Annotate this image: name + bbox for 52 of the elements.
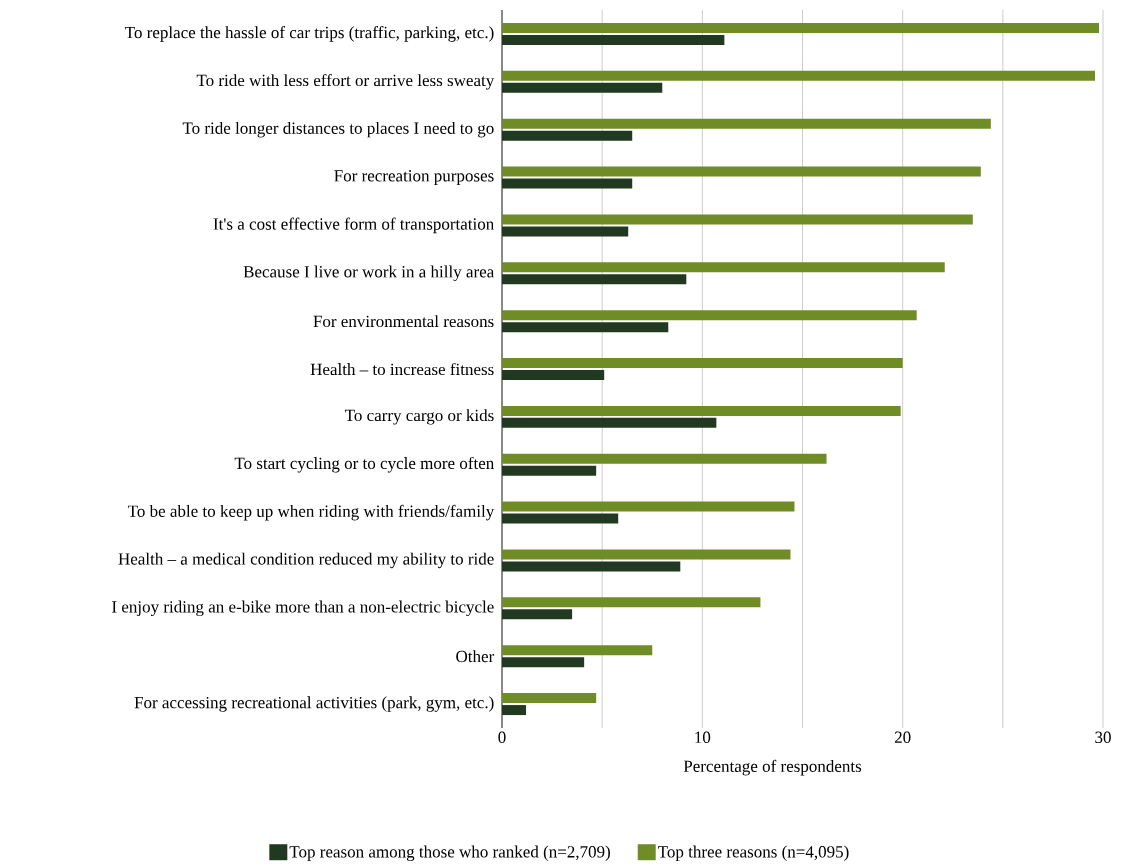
- y-tick-label: To be able to keep up when riding with friends/family: [127, 504, 495, 521]
- bar: [502, 501, 795, 512]
- bar: [502, 262, 945, 273]
- y-tick-label: To ride with less effort or arrive less sweaty: [196, 73, 495, 90]
- bar: [502, 705, 527, 716]
- bar: [502, 405, 901, 416]
- bar: [502, 453, 827, 464]
- legend-label: Top reason among those who ranked (n=2,709): [289, 845, 610, 862]
- bar: [502, 34, 725, 45]
- y-tick-label: Health – a medical condition reduced my ability to ride: [118, 552, 494, 569]
- bar: [502, 226, 629, 237]
- bar: [502, 609, 573, 620]
- y-tick-label: To carry cargo or kids: [344, 409, 494, 425]
- bar: [502, 130, 633, 141]
- bar: [502, 657, 585, 668]
- bar: [502, 70, 1095, 81]
- bar: [502, 417, 717, 428]
- x-tick-label: 30: [1095, 731, 1111, 744]
- bar: [502, 82, 663, 93]
- y-tick-label: Other: [456, 650, 495, 663]
- bar: [502, 549, 791, 560]
- y-tick-label: To start cycling or to cycle more often: [234, 456, 495, 473]
- bar: [502, 513, 619, 524]
- bar: [502, 310, 917, 321]
- y-tick-label: To replace the hassle of car trips (traffic, parking, etc.): [125, 26, 494, 42]
- y-tick-label: For environmental reasons: [313, 315, 494, 328]
- x-tick-label: 0: [498, 731, 506, 744]
- bar: [502, 370, 605, 380]
- y-tick-label: I enjoy riding an e-bike more than a non-electric bicycle: [112, 600, 494, 617]
- x-tick-label: 10: [695, 731, 711, 744]
- y-tick-label: For recreation purposes: [334, 170, 494, 185]
- bar: [502, 322, 669, 333]
- y-tick-label: To ride longer distances to places I need to go: [182, 121, 494, 138]
- bar: [502, 561, 681, 572]
- bar: [502, 465, 597, 476]
- x-tick-label: 20: [894, 731, 911, 744]
- bar: [502, 118, 991, 129]
- bar: [502, 274, 687, 285]
- bar: [502, 178, 633, 189]
- y-tick-label: Because I live or work in a hilly area: [243, 265, 495, 282]
- y-tick-label: For accessing recreational activities (park, gym, etc.): [134, 696, 494, 712]
- bar: [502, 166, 981, 177]
- y-tick-label: It's a cost effective form of transportation: [213, 217, 494, 234]
- bar: [502, 214, 973, 225]
- bar: [502, 693, 597, 704]
- y-tick-label: Health – to increase fitness: [310, 362, 494, 376]
- bar: [502, 22, 1099, 33]
- x-axis-title: Percentage of respondents: [683, 759, 862, 776]
- bar: [502, 597, 761, 608]
- bar: [502, 358, 903, 369]
- bar: [502, 645, 653, 656]
- legend-label: Top three reasons (n=4,095): [658, 845, 849, 861]
